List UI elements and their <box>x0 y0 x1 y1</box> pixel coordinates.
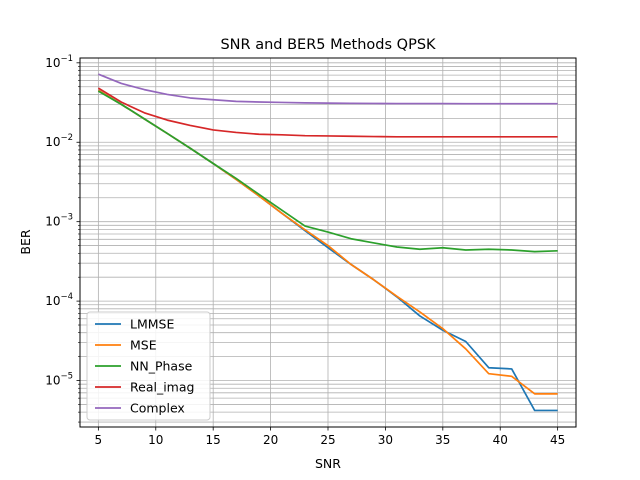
x-tick-label: 35 <box>435 433 450 447</box>
x-tick-label: 10 <box>148 433 163 447</box>
chart-title: SNR and BER5 Methods QPSK <box>220 37 436 53</box>
x-axis-ticks: 5 10 15 20 25 30 35 40 45 <box>95 427 565 447</box>
y-tick-label: 10−3 <box>45 213 73 229</box>
series-line-nn-phase <box>97 90 558 253</box>
y-tick-label: 10−2 <box>45 133 73 149</box>
legend-label: NN_Phase <box>130 359 193 374</box>
x-tick-label: 30 <box>378 433 393 447</box>
x-tick-label: 45 <box>550 433 565 447</box>
x-tick-label: 25 <box>320 433 335 447</box>
x-tick-label: 5 <box>95 433 103 447</box>
legend-label: LMMSE <box>130 317 174 332</box>
legend-label: MSE <box>130 338 157 353</box>
grid <box>80 58 576 427</box>
legend-label: Complex <box>130 401 185 416</box>
series-line-real-imag <box>97 87 558 138</box>
legend-box <box>86 311 211 421</box>
series-line-complex <box>98 73 558 105</box>
y-tick-label: 10−1 <box>45 54 73 70</box>
y-tick-label: 10−4 <box>45 292 73 308</box>
y-axis-ticks: 10−5 10−4 10−3 10−2 10−1 <box>45 54 80 423</box>
y-tick-label: 10−5 <box>45 372 73 388</box>
x-tick-label: 20 <box>263 433 278 447</box>
legend: LMMSE MSE NN_Phase Real_imag Complex <box>86 311 211 421</box>
y-axis-label: BER <box>18 229 33 254</box>
x-axis-label: SNR <box>315 456 341 471</box>
series-lines <box>97 73 558 412</box>
legend-label: Real_imag <box>130 380 194 395</box>
x-tick-label: 40 <box>493 433 508 447</box>
x-tick-label: 15 <box>206 433 221 447</box>
